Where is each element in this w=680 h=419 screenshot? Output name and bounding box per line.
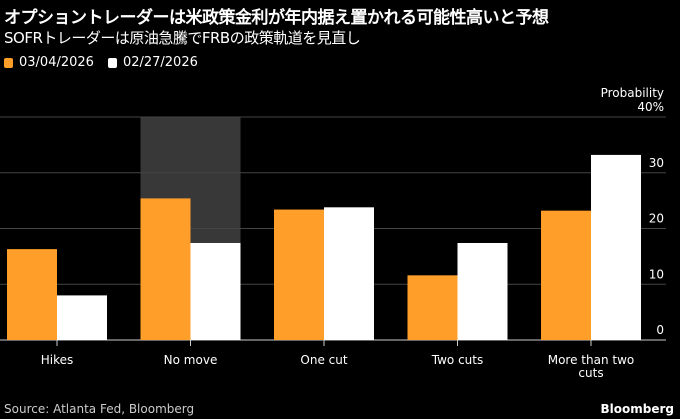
x-tick-label: cuts [578,366,603,380]
y-tick-label: 20 [649,212,664,226]
y-tick-label: 30 [649,156,664,170]
bar-white [591,154,641,340]
x-tick-label: No move [164,353,218,367]
bar-white [324,207,374,340]
legend-item-series-2: 02/27/2026 [107,55,198,70]
bar-orange [541,210,591,340]
x-tick-label: Hikes [41,353,74,367]
source-note: Source: Atlanta Fed, Bloomberg [4,402,195,416]
y-tick-label: 0 [656,323,664,337]
bar-orange [7,249,57,340]
bar-white [457,242,508,340]
chart-title: オプショントレーダーは米政策金利が年内据え置かれる可能性高いと予想 [4,8,549,28]
x-tick-label: One cut [300,353,347,367]
bloomberg-logo: Bloomberg [600,402,675,416]
legend: 03/04/2026 02/27/2026 [4,55,198,70]
y-tick-label: 10 [649,267,664,281]
legend-label: 02/27/2026 [122,55,198,70]
bar-orange [140,198,191,340]
bar-orange [274,209,324,340]
legend-swatch-white [107,57,117,68]
y-axis-label: Probability [601,86,664,100]
y-tick-label: 40% [637,100,664,114]
legend-label: 03/04/2026 [19,55,94,70]
chart-subtitle: SOFRトレーダーは原油急騰でFRBの政策軌道を見直し [4,29,361,47]
bar-white [190,242,241,340]
bar-white [57,295,107,340]
bar-orange [407,275,458,340]
legend-item-series-1: 03/04/2026 [4,55,94,70]
x-tick-label: More than two [548,353,635,367]
x-tick-label: Two cuts [431,353,483,367]
legend-swatch-orange [4,57,13,68]
